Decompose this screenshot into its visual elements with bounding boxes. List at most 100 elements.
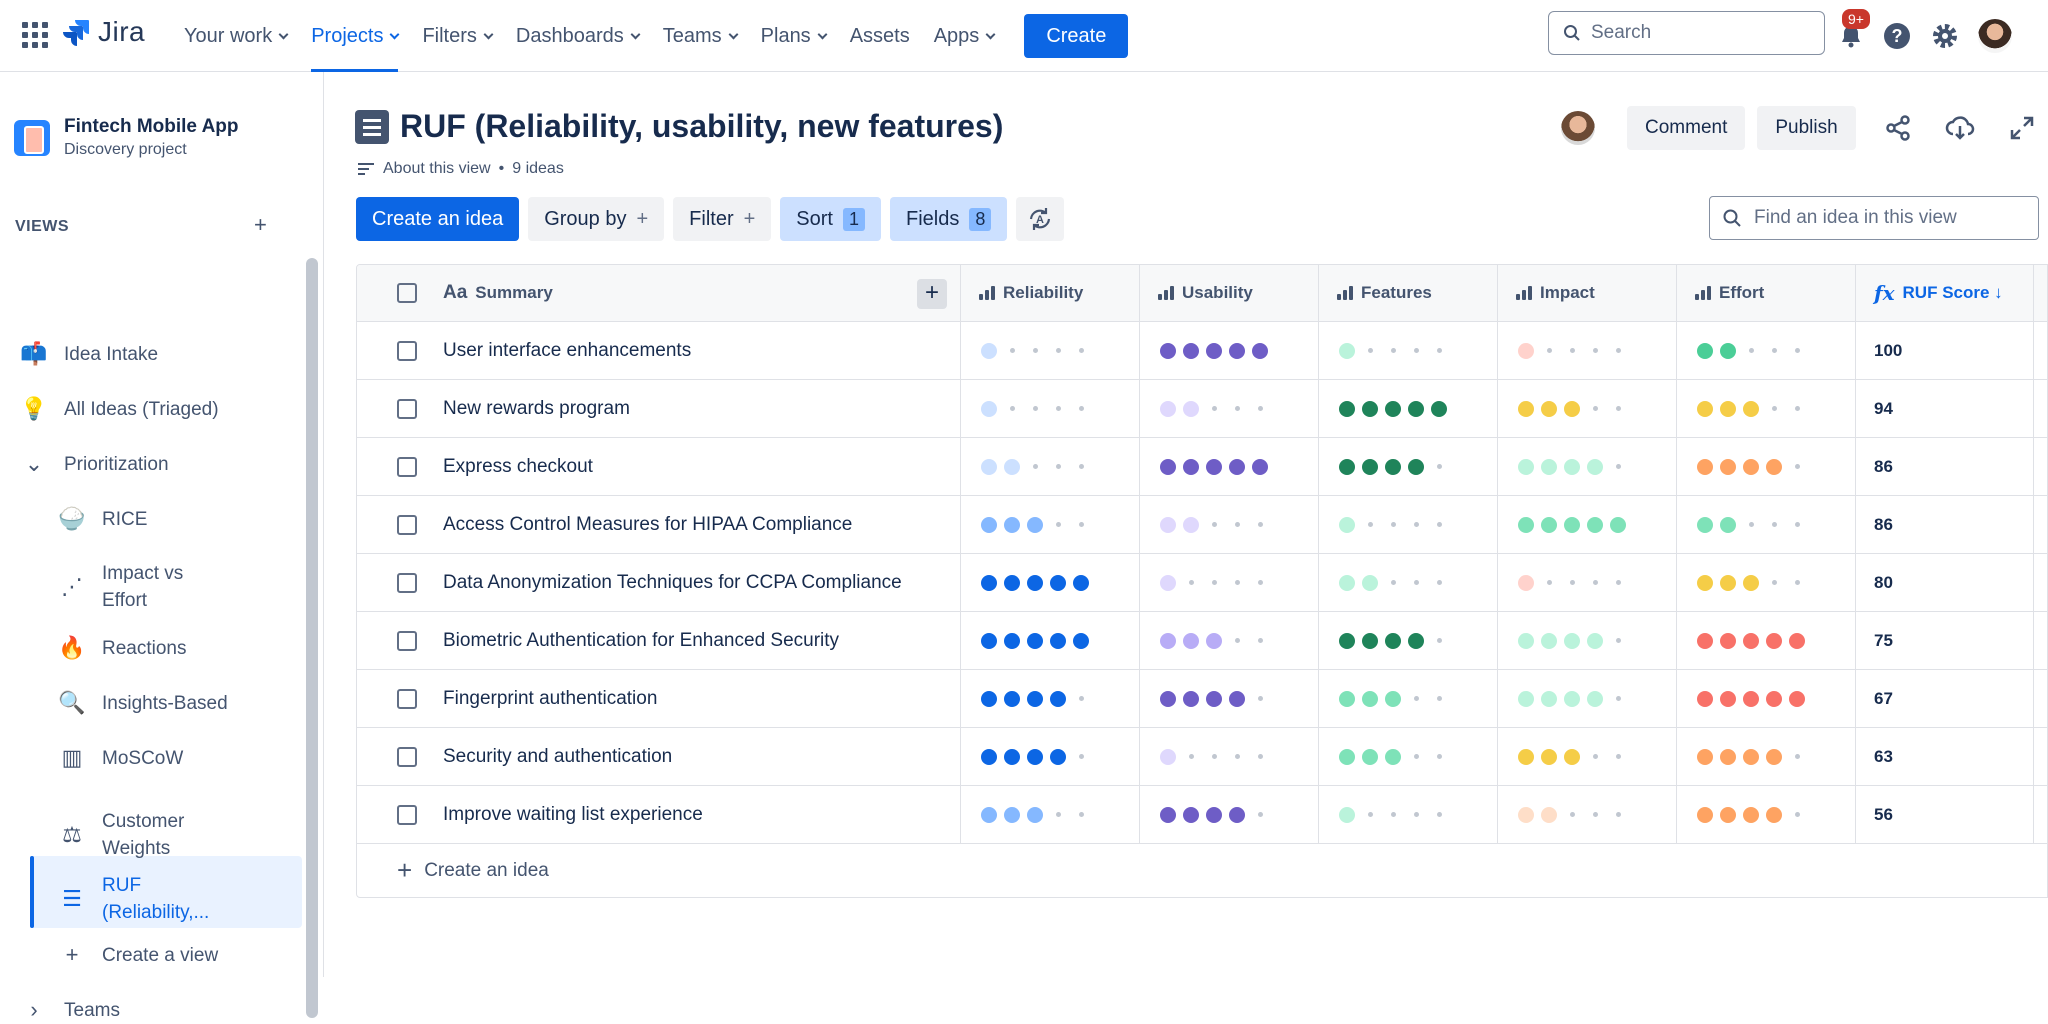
nav-filters[interactable]: Filters	[410, 0, 503, 72]
reliability-rating-cell[interactable]	[961, 612, 1140, 669]
app-switcher-icon[interactable]	[22, 22, 48, 48]
usability-rating-cell[interactable]	[1140, 322, 1319, 379]
usability-rating-cell[interactable]	[1140, 554, 1319, 611]
idea-summary[interactable]: Biometric Authentication for Enhanced Se…	[443, 629, 840, 651]
sidebar-item-all-ideas-triaged[interactable]: 💡 All Ideas (Triaged)	[20, 395, 218, 423]
effort-rating-cell[interactable]	[1677, 380, 1856, 437]
summary-cell[interactable]: Data Anonymization Techniques for CCPA C…	[357, 554, 961, 611]
effort-rating-cell[interactable]	[1677, 728, 1856, 785]
impact-rating-cell[interactable]	[1498, 380, 1677, 437]
sidebar-item-rice[interactable]: 🍚 RICE	[58, 505, 147, 533]
nav-teams[interactable]: Teams	[651, 0, 749, 72]
column-header-features[interactable]: Features	[1319, 265, 1498, 321]
jira-logo[interactable]: Jira	[62, 16, 145, 48]
column-header-usability[interactable]: Usability	[1140, 265, 1319, 321]
idea-summary[interactable]: User interface enhancements	[443, 339, 692, 361]
table-row[interactable]: Fingerprint authentication 67	[357, 670, 2047, 728]
nav-assets[interactable]: Assets	[838, 0, 922, 72]
reliability-rating-cell[interactable]	[961, 786, 1140, 843]
features-rating-cell[interactable]	[1319, 438, 1498, 495]
effort-rating-cell[interactable]	[1677, 554, 1856, 611]
table-row[interactable]: New rewards program 94	[357, 380, 2047, 438]
effort-rating-cell[interactable]	[1677, 496, 1856, 553]
usability-rating-cell[interactable]	[1140, 786, 1319, 843]
sidebar-item-ruf[interactable]: ☰ RUF (Reliability,...	[58, 872, 209, 926]
nav-dashboards[interactable]: Dashboards	[504, 0, 651, 72]
sort-button[interactable]: Sort 1	[780, 197, 881, 241]
impact-rating-cell[interactable]	[1498, 670, 1677, 727]
select-all-checkbox[interactable]	[397, 283, 417, 303]
reliability-rating-cell[interactable]	[961, 554, 1140, 611]
impact-rating-cell[interactable]	[1498, 786, 1677, 843]
row-checkbox[interactable]	[397, 514, 417, 535]
summary-cell[interactable]: User interface enhancements	[357, 322, 961, 379]
publish-button[interactable]: Publish	[1757, 106, 1856, 150]
reliability-rating-cell[interactable]	[961, 670, 1140, 727]
view-owner-avatar[interactable]	[1561, 111, 1595, 145]
idea-summary[interactable]: Express checkout	[443, 455, 593, 477]
sidebar-item-idea-intake[interactable]: 📫 Idea Intake	[20, 340, 158, 368]
sidebar-item-reactions[interactable]: 🔥 Reactions	[58, 634, 186, 662]
table-row[interactable]: Express checkout 86	[357, 438, 2047, 496]
reliability-rating-cell[interactable]	[961, 322, 1140, 379]
usability-rating-cell[interactable]	[1140, 612, 1319, 669]
idea-summary[interactable]: Data Anonymization Techniques for CCPA C…	[443, 571, 902, 593]
row-checkbox[interactable]	[397, 630, 417, 651]
summary-cell[interactable]: Access Control Measures for HIPAA Compli…	[357, 496, 961, 553]
column-header-reliability[interactable]: Reliability	[961, 265, 1140, 321]
reliability-rating-cell[interactable]	[961, 496, 1140, 553]
fields-button[interactable]: Fields 8	[890, 197, 1008, 241]
sidebar-item-create-a-view[interactable]: + Create a view	[58, 941, 219, 969]
reliability-rating-cell[interactable]	[961, 380, 1140, 437]
summary-cell[interactable]: Improve waiting list experience	[357, 786, 961, 843]
features-rating-cell[interactable]	[1319, 322, 1498, 379]
effort-rating-cell[interactable]	[1677, 322, 1856, 379]
nav-your-work[interactable]: Your work	[172, 0, 299, 72]
sidebar-item-moscow[interactable]: ▥ MoSCoW	[58, 744, 184, 772]
reliability-rating-cell[interactable]	[961, 728, 1140, 785]
nav-projects[interactable]: Projects	[299, 0, 410, 72]
create-idea-button[interactable]: Create an idea	[356, 197, 520, 241]
usability-rating-cell[interactable]	[1140, 380, 1319, 437]
column-header-ruf-score[interactable]: fx RUF Score ↓	[1856, 265, 2034, 321]
usability-rating-cell[interactable]	[1140, 670, 1319, 727]
effort-rating-cell[interactable]	[1677, 786, 1856, 843]
table-row[interactable]: Security and authentication 63	[357, 728, 2047, 786]
global-search-input[interactable]: Search	[1548, 11, 1825, 55]
idea-summary[interactable]: Fingerprint authentication	[443, 687, 658, 709]
table-row[interactable]: Access Control Measures for HIPAA Compli…	[357, 496, 2047, 554]
summary-cell[interactable]: Express checkout	[357, 438, 961, 495]
usability-rating-cell[interactable]	[1140, 496, 1319, 553]
impact-rating-cell[interactable]	[1498, 496, 1677, 553]
features-rating-cell[interactable]	[1319, 554, 1498, 611]
effort-rating-cell[interactable]	[1677, 438, 1856, 495]
column-header-effort[interactable]: Effort	[1677, 265, 1856, 321]
summary-cell[interactable]: Fingerprint authentication	[357, 670, 961, 727]
table-row[interactable]: Data Anonymization Techniques for CCPA C…	[357, 554, 2047, 612]
summary-cell[interactable]: Security and authentication	[357, 728, 961, 785]
row-checkbox[interactable]	[397, 572, 417, 593]
summary-cell[interactable]: Biometric Authentication for Enhanced Se…	[357, 612, 961, 669]
idea-summary[interactable]: Improve waiting list experience	[443, 803, 703, 825]
notifications-bell-icon[interactable]	[1838, 23, 1864, 49]
impact-rating-cell[interactable]	[1498, 728, 1677, 785]
filter-button[interactable]: Filter +	[673, 197, 772, 241]
features-rating-cell[interactable]	[1319, 786, 1498, 843]
fullscreen-icon[interactable]	[2002, 108, 2042, 148]
effort-rating-cell[interactable]	[1677, 670, 1856, 727]
features-rating-cell[interactable]	[1319, 728, 1498, 785]
about-view-link[interactable]: About this view • 9 ideas	[357, 160, 564, 178]
impact-rating-cell[interactable]	[1498, 438, 1677, 495]
sidebar-item-teams[interactable]: › Teams	[20, 996, 120, 1024]
impact-rating-cell[interactable]	[1498, 612, 1677, 669]
features-rating-cell[interactable]	[1319, 670, 1498, 727]
sidebar-item-customer[interactable]: ⚖ Customer Weights	[58, 808, 184, 862]
reliability-rating-cell[interactable]	[961, 438, 1140, 495]
auto-sort-button[interactable]: A	[1016, 197, 1065, 241]
add-column-button[interactable]: +	[917, 279, 947, 309]
nav-plans[interactable]: Plans	[749, 0, 838, 72]
table-row[interactable]: Improve waiting list experience 56	[357, 786, 2047, 844]
table-row[interactable]: Biometric Authentication for Enhanced Se…	[357, 612, 2047, 670]
help-icon[interactable]: ?	[1882, 21, 1912, 51]
project-header[interactable]: Fintech Mobile App Discovery project	[14, 116, 239, 159]
